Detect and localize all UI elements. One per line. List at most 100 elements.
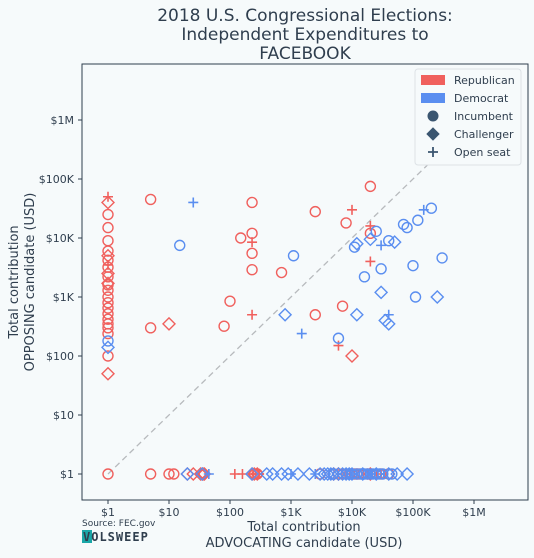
chart-title: 2018 U.S. Congressional Elections: Indep…	[157, 6, 453, 64]
republican-open-seat-point	[254, 469, 265, 479]
x-tick-label: $1K	[280, 506, 302, 519]
y-axis-ticks: $1 $10 $100 $1K $10K $100K $1M	[39, 114, 82, 481]
republican-challenger-point	[193, 467, 208, 481]
republican-open-seat-point	[247, 309, 258, 320]
republican-open-seat-point	[347, 204, 357, 215]
republican-open-seat-point	[103, 191, 113, 202]
republican-challenger-point	[101, 366, 115, 381]
legend-challenger-icon	[426, 127, 440, 141]
democrat-incumbent-point	[287, 250, 300, 262]
democrat-challenger-point	[363, 232, 378, 247]
democrat-open-seat-point	[365, 469, 376, 479]
republican-incumbent-point	[102, 327, 114, 340]
republican-incumbent-point	[102, 245, 114, 257]
chart-title-line-3: FACEBOOK	[259, 44, 351, 64]
democrat-challenger-point	[195, 467, 210, 481]
republican-incumbent-point	[336, 300, 349, 312]
republican-open-seat-point	[103, 259, 113, 270]
x-axis-ticks: $1 $10 $100 $1K $10K $100K $1M	[101, 500, 486, 519]
democrat-challenger-point	[342, 467, 357, 481]
legend: Republican Democrat Incumbent Challenger Ope…	[414, 68, 522, 166]
democrat-challenger-point	[302, 467, 317, 481]
republican-incumbent-point	[246, 227, 258, 240]
y-axis-label-line-2: OPPOSING candidate (USD)	[23, 193, 38, 372]
republican-open-seat-point	[365, 220, 376, 231]
republican-incumbent-point	[218, 320, 230, 332]
legend-label-open-seat: Open seat	[454, 146, 511, 159]
republican-challenger-point	[101, 276, 115, 291]
democrat-open-seat-point	[286, 469, 296, 479]
democrat-challenger-point	[320, 467, 335, 481]
x-tick-label: $1M	[462, 506, 486, 519]
republican-incumbent-point	[246, 264, 258, 276]
democrat-incumbent-point	[425, 202, 438, 214]
y-tick-label: $100	[46, 350, 74, 363]
republican-open-seat-point	[365, 256, 376, 267]
democrat-challenger-point	[101, 340, 115, 355]
republican-incumbent-point	[102, 208, 114, 221]
republican-incumbent-point	[102, 313, 114, 325]
legend-label-republican: Republican	[454, 74, 515, 87]
democrat-incumbent-point	[358, 271, 371, 283]
republican-open-seat-point	[333, 340, 344, 351]
democrat-challenger-point	[374, 285, 389, 300]
democrat-challenger-point	[369, 467, 384, 481]
legend-label-democrat: Democrat	[454, 92, 509, 105]
republican-incumbent-point	[102, 221, 114, 234]
democrat-challenger-point	[387, 235, 402, 250]
source-note: Source: FEC.gov	[82, 519, 156, 529]
republican-incumbent-point	[309, 205, 321, 218]
democrat-incumbent-point	[407, 259, 419, 272]
democrat-open-seat-point	[188, 197, 199, 208]
democrat-open-seat-point	[418, 204, 429, 215]
democrat-incumbent-point	[409, 291, 422, 303]
x-tick-label: $10	[159, 506, 180, 519]
republican-incumbent-point	[163, 468, 175, 480]
logo-text: VOLSWEEP	[83, 530, 149, 544]
democrat-challenger-point	[290, 467, 305, 481]
republican-incumbent-point	[144, 468, 157, 480]
republican-open-seat-point	[247, 237, 258, 248]
republican-incumbent-point	[102, 271, 114, 283]
democrat-challenger-point	[381, 316, 396, 331]
democrat-challenger-point	[345, 467, 359, 481]
democrat-incumbent-point	[102, 335, 114, 347]
republican-incumbent-point	[340, 217, 352, 229]
democrat-challenger-point	[390, 467, 405, 481]
democrat-challenger-point	[245, 467, 260, 481]
republican-incumbent-point	[309, 309, 321, 321]
democrat-challenger-point	[278, 307, 293, 322]
reference-line	[107, 119, 475, 475]
democrat-open-seat-point	[310, 469, 321, 479]
democrat-incumbent-point	[383, 234, 395, 247]
republican-incumbent-point	[144, 193, 157, 206]
y-axis-label-line-1: Total contribution	[7, 225, 22, 339]
y-tick-label: $10K	[46, 232, 75, 245]
legend-swatch-republican	[421, 75, 445, 85]
democrat-incumbent-point	[436, 252, 448, 264]
democrat-incumbent-point	[327, 468, 340, 480]
y-tick-label: $100K	[39, 173, 75, 186]
data-points	[101, 141, 455, 481]
republican-incumbent-point	[144, 322, 157, 334]
republican-incumbent-point	[246, 247, 258, 260]
democrat-incumbent-point	[401, 221, 413, 234]
x-axis-label: Total contribution ADVOCATING candidate …	[206, 520, 403, 551]
democrat-challenger-point	[317, 467, 332, 481]
y-tick-label: $1M	[51, 114, 75, 127]
legend-swatch-democrat	[421, 93, 445, 103]
legend-label-challenger: Challenger	[454, 128, 514, 141]
republican-incumbent-point	[275, 266, 288, 279]
democrat-challenger-point	[349, 236, 364, 251]
y-tick-label: $1	[60, 468, 74, 481]
democrat-incumbent-point	[332, 332, 345, 344]
republican-incumbent-point	[364, 180, 377, 193]
x-axis-label-line-1: Total contribution	[246, 520, 360, 535]
republican-incumbent-point	[102, 284, 114, 296]
democrat-open-seat-point	[383, 309, 394, 320]
republican-incumbent-point	[235, 232, 247, 244]
democrat-open-seat-point	[296, 328, 307, 339]
democrat-incumbent-point	[377, 468, 389, 480]
legend-label-incumbent: Incumbent	[454, 110, 514, 123]
